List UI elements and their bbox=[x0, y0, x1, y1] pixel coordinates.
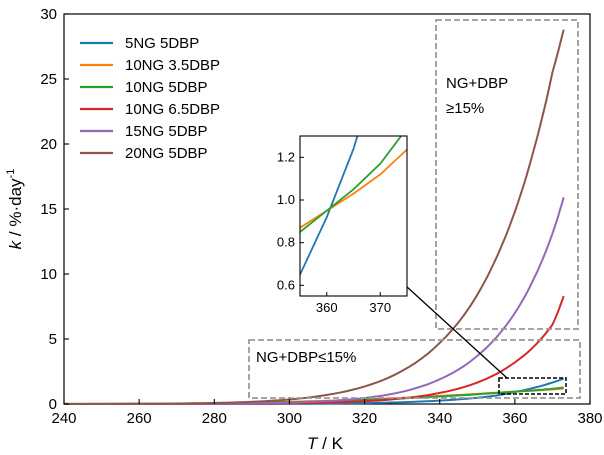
legend-label: 15NG 5DBP bbox=[125, 123, 208, 140]
x-axis-ticks: 240 260 280 300 320 340 360 380 bbox=[51, 399, 603, 427]
inset-x-ticks: 360 370 bbox=[316, 292, 391, 315]
y-tick-label: 15 bbox=[40, 201, 57, 218]
x-tick-label: 380 bbox=[577, 410, 602, 427]
inset-series-line-0 bbox=[300, 136, 359, 277]
inset-series-line-2 bbox=[300, 136, 403, 234]
inset-x-tick-label: 360 bbox=[316, 300, 338, 315]
inset-x-tick-label: 370 bbox=[369, 300, 391, 315]
inset-curves bbox=[300, 136, 407, 277]
inset-y-ticks: 0.6 0.8 1.0 1.2 bbox=[277, 149, 304, 292]
y-tick-label: 10 bbox=[40, 266, 57, 283]
x-tick-label: 280 bbox=[202, 410, 227, 427]
inset-background bbox=[300, 136, 407, 296]
zoom-region-box bbox=[498, 377, 567, 395]
x-tick-label: 340 bbox=[427, 410, 452, 427]
inset-y-tick-label: 1.0 bbox=[277, 192, 295, 207]
inset-frame bbox=[299, 135, 408, 297]
y-tick-label: 5 bbox=[49, 331, 57, 348]
y-tick-label: 20 bbox=[40, 136, 57, 153]
x-tick-label: 260 bbox=[127, 410, 152, 427]
legend-label: 5NG 5DBP bbox=[125, 35, 199, 52]
legend-label: 10NG 6.5DBP bbox=[125, 101, 220, 118]
inset-y-tick-label: 0.6 bbox=[277, 277, 295, 292]
legend-label: 10NG 3.5DBP bbox=[125, 57, 220, 74]
inset-series-line-1 bbox=[300, 148, 407, 229]
inset-plot: 360 370 0.6 0.8 1.0 1.2 bbox=[277, 135, 408, 315]
x-tick-label: 360 bbox=[502, 410, 527, 427]
x-tick-label: 320 bbox=[352, 410, 377, 427]
main-plot: 240 260 280 300 320 340 360 380 0 5 10 15 20 25 30 T … bbox=[5, 6, 603, 453]
legend-label: 20NG 5DBP bbox=[125, 145, 208, 162]
x-tick-label: 240 bbox=[51, 410, 76, 427]
legend: 5NG 5DBP 10NG 3.5DBP 10NG 5DBP 10NG 6.5DBP 1… bbox=[80, 35, 220, 162]
high-content-box bbox=[435, 19, 579, 330]
high-content-label-line2: ≥15% bbox=[446, 100, 484, 117]
x-tick-label: 300 bbox=[277, 410, 302, 427]
legend-label: 10NG 5DBP bbox=[125, 79, 208, 96]
high-content-label-line1: NG+DBP bbox=[446, 75, 508, 92]
y-tick-label: 25 bbox=[40, 71, 57, 88]
y-tick-label: 0 bbox=[49, 396, 57, 413]
low-content-box bbox=[248, 339, 581, 399]
curves bbox=[64, 29, 565, 405]
y-axis-label: k / %·day-1 bbox=[5, 169, 25, 250]
inset-y-tick-label: 0.8 bbox=[277, 235, 295, 250]
inset-y-tick-label: 1.2 bbox=[277, 149, 295, 164]
series-line-5 bbox=[64, 29, 565, 405]
low-content-label: NG+DBP≤15% bbox=[256, 349, 356, 366]
x-axis-label: T / K bbox=[307, 434, 344, 453]
y-tick-label: 30 bbox=[40, 6, 57, 23]
y-axis-ticks: 0 5 10 15 20 25 30 bbox=[40, 6, 69, 413]
